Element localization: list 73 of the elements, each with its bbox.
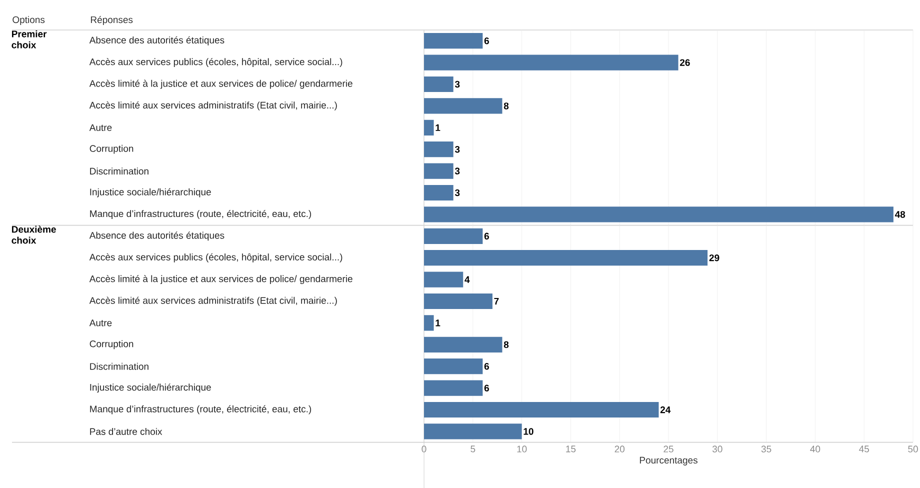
bar (424, 380, 483, 396)
bar (424, 250, 708, 266)
data-label: 6 (484, 37, 489, 44)
y-tick-label: Injustice sociale/hiérarchique (90, 384, 211, 393)
y-axis-title: Réponses (90, 16, 133, 25)
y-tick-label: Absence des autorités étatiques (89, 232, 224, 241)
x-tick-label: 30 (712, 446, 722, 452)
y-tick-label: Manque d’infrastructures (route, électricité, eau, etc.) (90, 210, 312, 219)
data-label: 8 (504, 341, 509, 348)
y-tick-label: Accès aux services publics (écoles, hôpital, service social...) (89, 253, 342, 262)
bar (424, 184, 454, 201)
data-label: 3 (454, 146, 460, 153)
text: Options (12, 16, 45, 25)
bar (424, 402, 659, 418)
x-tick-label: 35 (761, 446, 772, 452)
x-tick-label: 15 (566, 446, 576, 452)
data-label: 48 (894, 211, 906, 218)
data-label: 1 (436, 320, 440, 326)
x-tick-label: 40 (810, 446, 820, 452)
bar (424, 120, 434, 136)
bar (424, 33, 483, 49)
bar (424, 358, 483, 374)
data-label: 6 (484, 384, 489, 392)
y-tick-label: Accès limité aux services administratifs (Etat civil, mairie...) (89, 101, 337, 110)
y-tick-label: Corruption (90, 340, 134, 350)
data-label: 26 (680, 59, 690, 66)
x-tick-label: 20 (614, 446, 625, 452)
bar (424, 142, 454, 158)
y-tick-label: Autre (89, 320, 112, 326)
data-label: 3 (454, 80, 460, 88)
data-label: 6 (484, 362, 489, 370)
bar (424, 336, 502, 352)
x-tick-label: 45 (859, 446, 869, 452)
bar (424, 272, 464, 288)
y-tick-label: Injustice sociale/hiérarchique (90, 188, 211, 198)
bar (424, 98, 502, 114)
data-label: 7 (494, 298, 499, 305)
x-tick-label: 10 (517, 446, 527, 452)
y-tick-label: Autre (89, 124, 112, 131)
data-label: 3 (454, 168, 460, 174)
y-tick-label: Discrimination (90, 362, 148, 370)
bar (424, 228, 483, 244)
data-label: 4 (464, 276, 470, 283)
y-tick-label: Corruption (90, 144, 134, 154)
x-tick-label: 50 (908, 446, 918, 452)
bar (424, 293, 492, 310)
x-tick-label: 25 (664, 446, 674, 452)
bar (424, 54, 678, 70)
x-axis-title: Pourcentages (640, 456, 698, 466)
y-tick-label: Absence des autorités étatiques (89, 36, 224, 46)
data-label: 6 (484, 232, 489, 240)
x-tick-label: 0 (422, 446, 426, 452)
y-tick-label: Accès limité à la justice et aux services de police/ gendarmerie (89, 80, 352, 89)
y-tick-label: Accès limité à la justice et aux services de police/ gendarmerie (89, 275, 352, 284)
x-tick-label: 5 (470, 446, 476, 452)
y-tick-label: Accès limité aux services administratifs (Etat civil, mairie...) (89, 296, 337, 306)
data-label: 29 (709, 254, 720, 262)
text: Deuxième choix (12, 226, 56, 244)
y-tick-label: Manque d’infrastructures (route, électricité, eau, etc.) (90, 405, 312, 414)
data-label: 8 (504, 102, 509, 110)
bar (424, 315, 434, 331)
y-tick-label: Discrimination (90, 168, 148, 175)
bar (424, 424, 522, 440)
data-label: 24 (660, 406, 671, 414)
text: Premier choix (12, 30, 47, 48)
y-tick-label: Pas d’autre choix (90, 428, 162, 435)
data-label: 3 (454, 189, 460, 196)
data-label: 1 (436, 124, 440, 131)
y-tick-label: Accès aux services publics (écoles, hôpital, service social...) (89, 58, 342, 68)
bar (424, 206, 894, 222)
bar (424, 76, 454, 92)
bar (424, 163, 454, 179)
data-label: 10 (524, 428, 534, 435)
